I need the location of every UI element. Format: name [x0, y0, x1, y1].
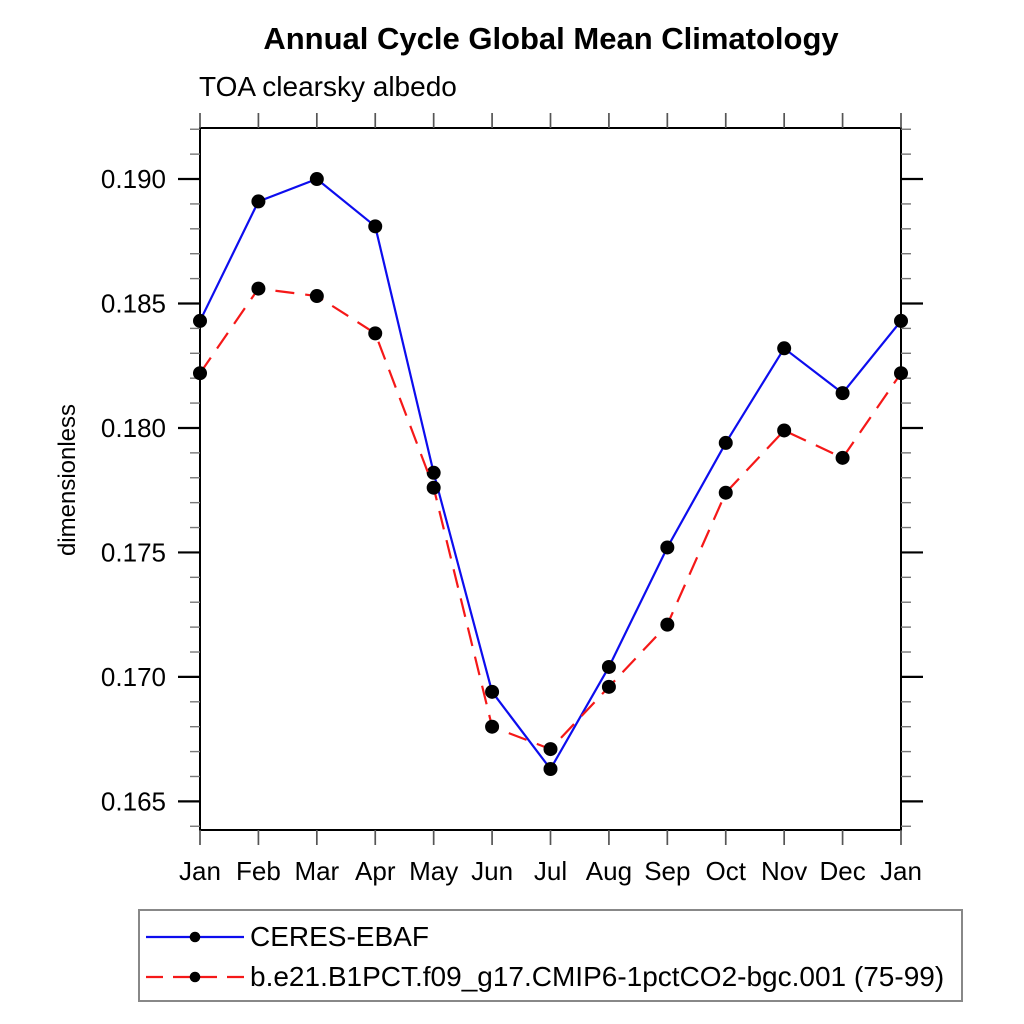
x-tick-label: Aug: [586, 856, 632, 886]
data-point-marker: [894, 313, 908, 328]
legend-line-sample-dashed: [146, 971, 244, 983]
data-point-marker: [777, 423, 792, 438]
x-tick-label: Jun: [471, 856, 513, 886]
axis-frame: [199, 127, 902, 831]
legend-entry-ceres: CERES-EBAF: [143, 917, 429, 957]
data-point-marker: [309, 289, 324, 304]
y-tick-label: 0.190: [101, 164, 166, 194]
data-point-marker: [601, 679, 616, 694]
x-tick-label: Mar: [294, 856, 339, 886]
data-point-marker: [485, 719, 500, 734]
x-tick-label: Feb: [236, 856, 281, 886]
data-point-marker: [601, 659, 616, 674]
x-tick-label: May: [409, 856, 458, 886]
y-tick-label: 0.165: [101, 786, 166, 816]
x-tick-label: Apr: [355, 856, 396, 886]
legend-line-sample-solid: [146, 931, 244, 943]
data-point-marker: [894, 366, 908, 381]
y-tick-label: 0.185: [101, 289, 166, 319]
x-tick-label: Oct: [706, 856, 747, 886]
x-tick-label: Jul: [534, 856, 567, 886]
data-point-marker: [835, 450, 850, 465]
chart-title: Annual Cycle Global Mean Climatology: [263, 21, 839, 56]
data-point-marker: [368, 326, 383, 341]
x-tick-label: Jan: [179, 856, 221, 886]
x-tick-label: Nov: [761, 856, 807, 886]
data-point-marker: [251, 281, 266, 296]
data-point-marker: [777, 341, 792, 356]
data-point-marker: [660, 540, 675, 555]
y-tick-label: 0.175: [101, 537, 166, 567]
data-point-marker: [718, 485, 733, 500]
series-line-0: [199, 177, 902, 772]
data-point-marker: [251, 194, 266, 209]
data-point-marker: [193, 313, 207, 328]
legend-label: CERES-EBAF: [250, 921, 429, 952]
data-point-marker: [835, 386, 850, 401]
legend: CERES-EBAF b.e21.B1PCT.f09_g17.CMIP6-1pc…: [138, 909, 963, 1002]
x-tick-label: Dec: [819, 856, 865, 886]
chart-subtitle: TOA clearsky albedo: [199, 71, 457, 102]
data-point-marker: [309, 172, 324, 187]
data-point-marker: [426, 465, 441, 480]
data-point-marker: [485, 684, 500, 699]
x-tick-label: Jan: [880, 856, 922, 886]
legend-label: b.e21.B1PCT.f09_g17.CMIP6-1pctCO2-bgc.00…: [250, 961, 945, 992]
x-tick-label: Sep: [644, 856, 690, 886]
y-tick-label: 0.180: [101, 413, 166, 443]
legend-entry-model: b.e21.B1PCT.f09_g17.CMIP6-1pctCO2-bgc.00…: [143, 957, 944, 997]
data-point-marker: [660, 617, 675, 632]
data-point-marker: [543, 742, 558, 757]
data-point-marker: [718, 435, 733, 450]
data-point-marker: [193, 366, 207, 381]
y-tick-label: 0.170: [101, 662, 166, 692]
data-point-marker: [368, 219, 383, 234]
data-point-marker: [543, 762, 558, 777]
data-point-marker: [426, 480, 441, 495]
